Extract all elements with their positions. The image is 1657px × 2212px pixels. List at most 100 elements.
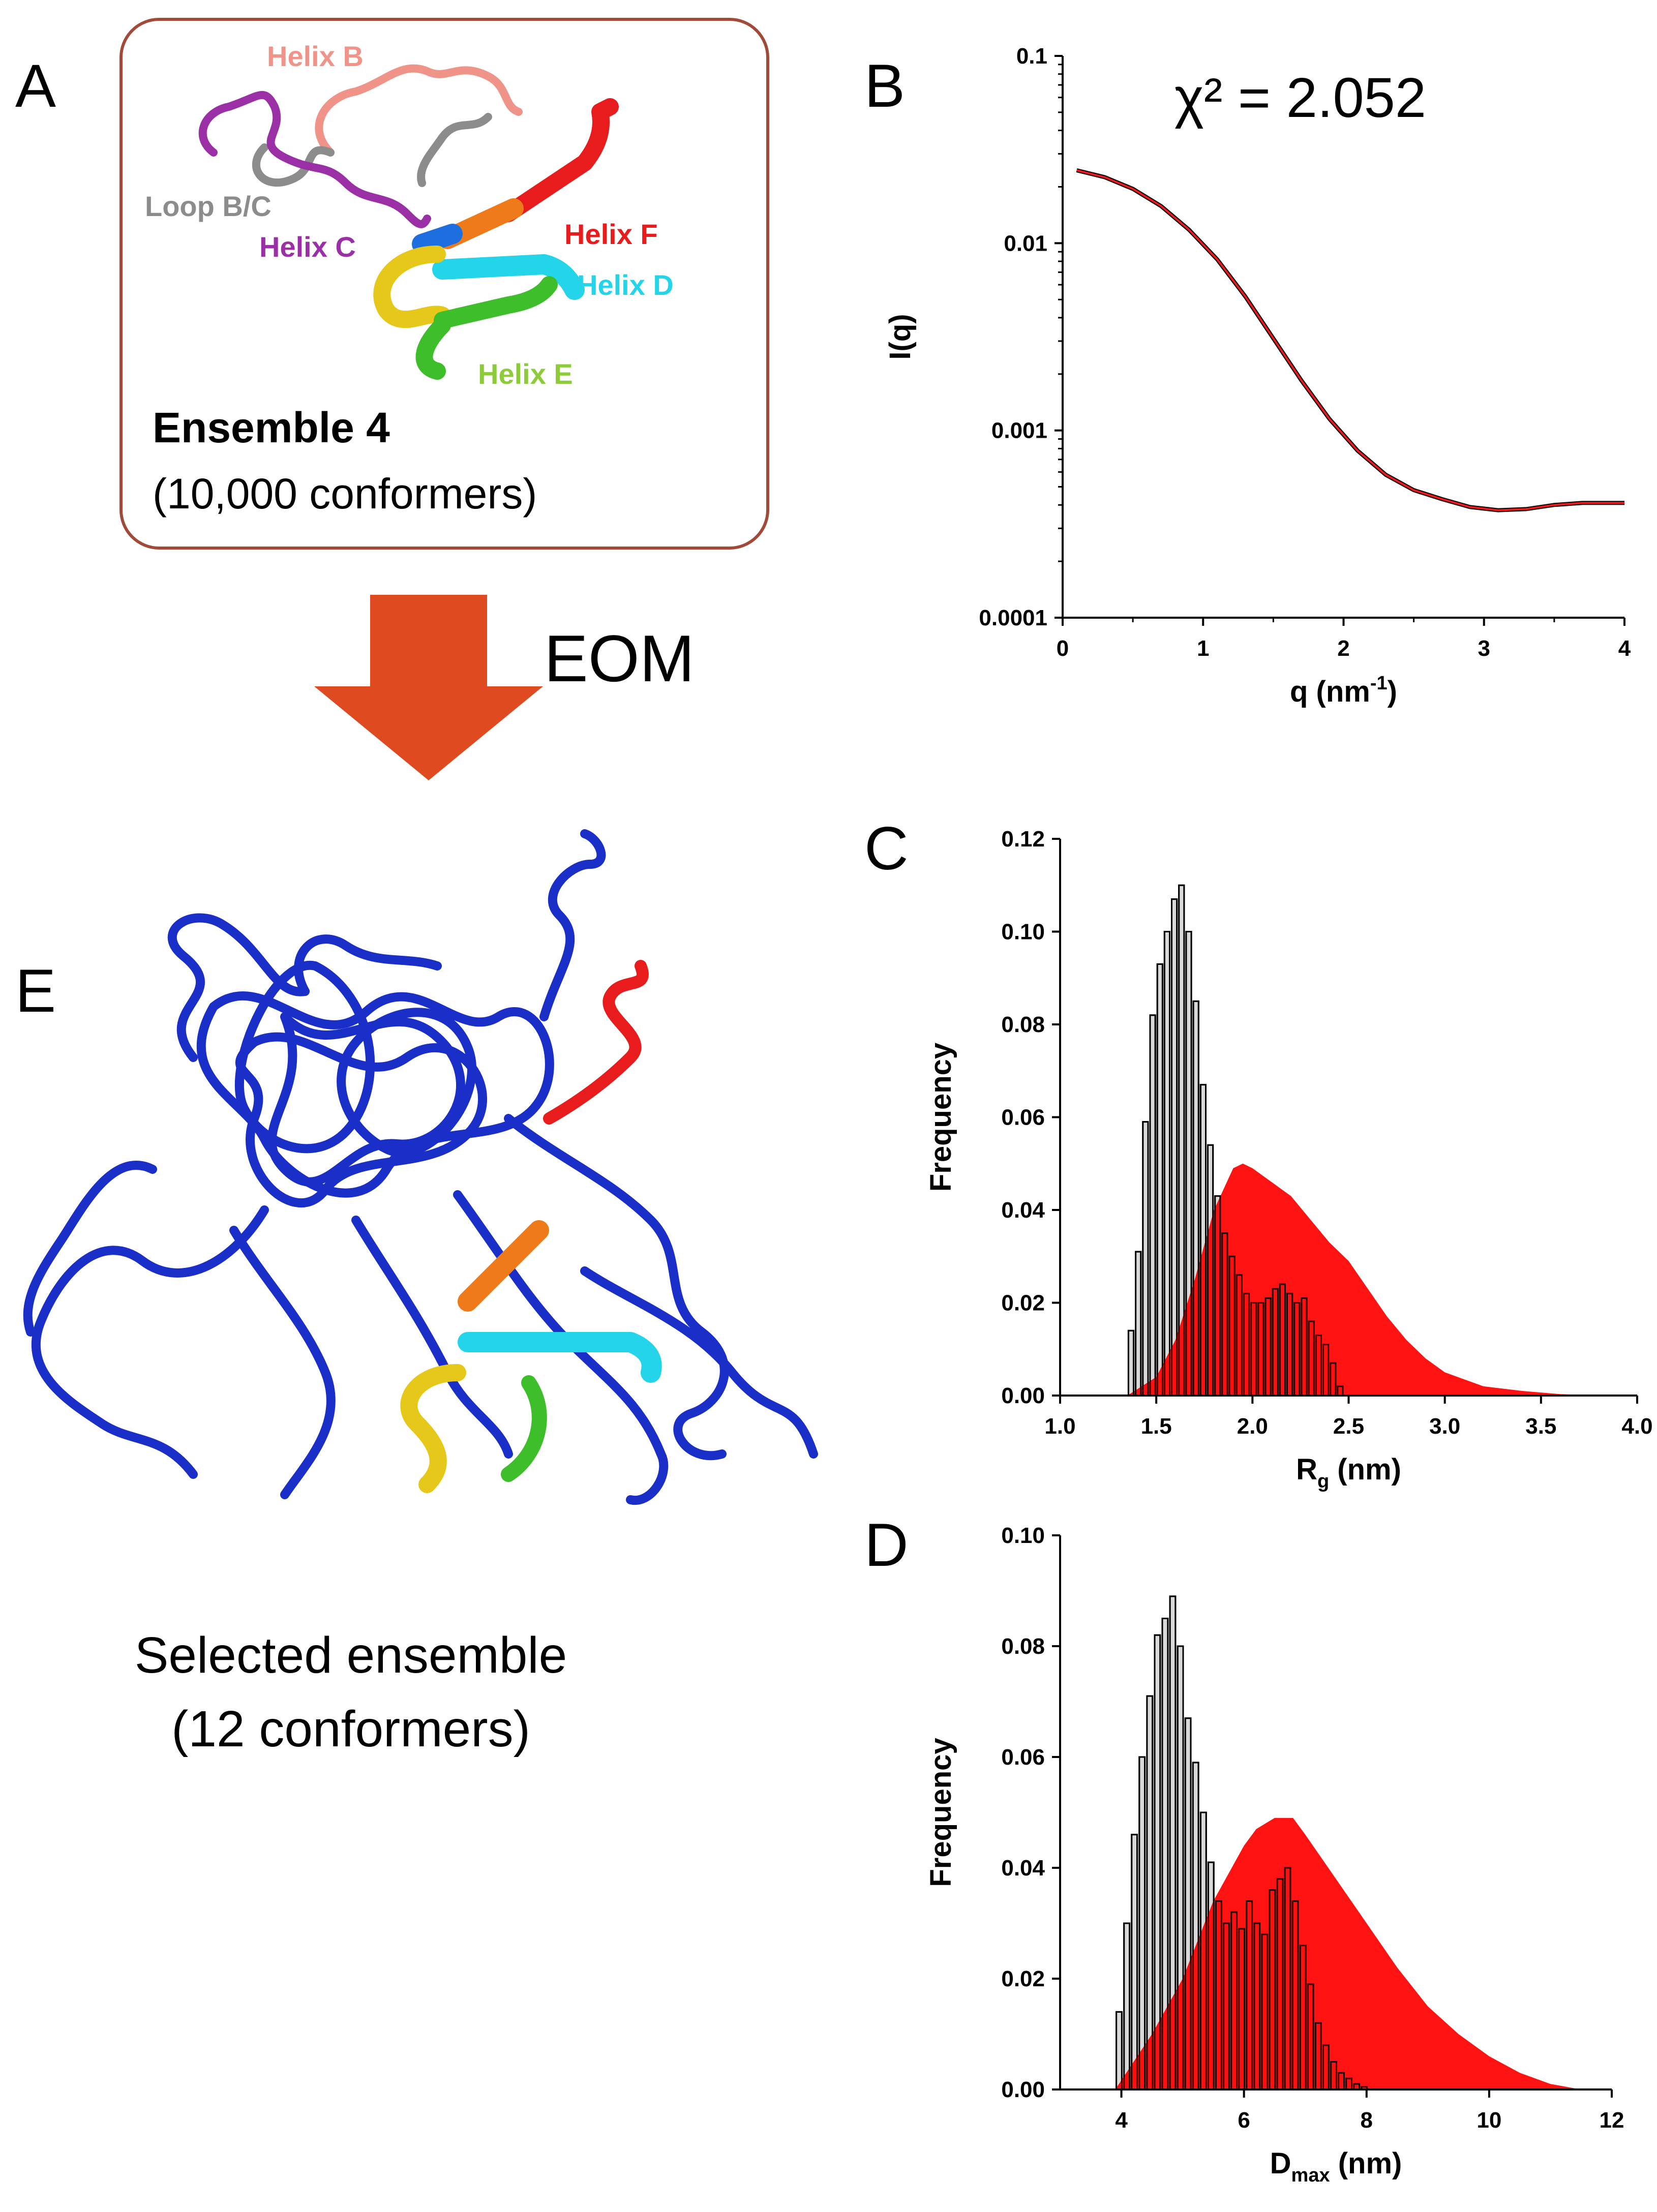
pool-distribution-area [1127, 1163, 1599, 1396]
helix-d [432, 254, 585, 300]
protein-cartoon [198, 64, 619, 380]
histogram-bar [1127, 1329, 1135, 1397]
y-tick-label: 0.06 [1001, 1745, 1045, 1770]
y-tick-label: 0.08 [1001, 1012, 1045, 1037]
y-tick-label: 0.1 [1016, 44, 1047, 69]
axis-title-part: R [1296, 1453, 1317, 1486]
y-tick-label: 0.01 [1004, 231, 1047, 256]
x-tick-label: 2 [1337, 636, 1349, 661]
x-tick-label: 4.0 [1621, 1414, 1652, 1439]
chart-b: χ² = 2.052 0 1 2 3 4 0.0001 0.001 0.01 0.1 q (nm-… [884, 44, 1631, 708]
x-tick-label: 1 [1197, 636, 1209, 661]
y-tick-label: 0.02 [1001, 1966, 1045, 1991]
x-tick-label: 0 [1057, 636, 1069, 661]
helix-b-loop [315, 64, 523, 157]
chi-squared-annotation: χ² = 2.052 [1174, 67, 1426, 129]
y-tick-label: 0.001 [991, 418, 1047, 443]
x-tick-label: 12 [1600, 2108, 1624, 2133]
x-axis-title: Dmax (nm) [1270, 2147, 1402, 2186]
x-tick-label: 10 [1477, 2108, 1501, 2133]
x-tick-label: 1.5 [1141, 1414, 1172, 1439]
loop-bc-label: Loop B/C [145, 190, 272, 222]
histogram-bar [1138, 1756, 1146, 2090]
histogram-bar [1146, 1695, 1154, 2090]
histogram-bar [1116, 2011, 1123, 2090]
x-tick-label: 3 [1478, 636, 1490, 661]
x-tick-label: 2.0 [1237, 1414, 1268, 1439]
helix-blue [412, 224, 463, 254]
axis-title-subscript: max [1291, 2165, 1330, 2186]
histogram-bar [1135, 1251, 1142, 1397]
helix-c-label: Helix C [259, 231, 356, 263]
axis-title-part: q (nm [1290, 675, 1370, 708]
axis-title-subscript: g [1317, 1471, 1329, 1492]
histogram-bar [1149, 1014, 1156, 1397]
selected-ensemble-count: (12 conformers) [171, 1701, 530, 1758]
ensemble-helix-orange [458, 1220, 549, 1312]
y-tick-label: 0.10 [1001, 1523, 1045, 1548]
y-tick-label: 0.00 [1001, 1383, 1045, 1408]
x-tick-label: 6 [1238, 2108, 1250, 2133]
panel-e [23, 829, 818, 1505]
ensemble-subtitle: (10,000 conformers) [153, 470, 537, 518]
y-tick-label: 0.06 [1001, 1105, 1045, 1130]
panel-letter-b: B [864, 52, 905, 120]
y-tick-label: 0.10 [1001, 920, 1045, 945]
loop-bc [252, 113, 492, 187]
panel-letter-a: A [15, 52, 56, 120]
axis-title-part: (nm) [1330, 2147, 1402, 2180]
axis-title-part: D [1270, 2147, 1291, 2180]
ensemble-helix-d [458, 1332, 662, 1383]
chart-d: 4 6 8 10 12 0.00 0.02 0.04 0.06 0.08 0.10 Dmax (nm)… [924, 1523, 1624, 2186]
axis-title-part: ) [1388, 675, 1397, 708]
y-tick-label: 0.12 [1001, 827, 1045, 852]
fit-curve [1076, 169, 1624, 511]
ensemble-title: Ensemble 4 [153, 404, 390, 451]
histogram-bar [1171, 898, 1178, 1397]
helix-b-label: Helix B [267, 40, 364, 72]
eom-label: EOM [544, 621, 695, 695]
y-tick-label: 0.0001 [979, 605, 1047, 630]
eom-arrow: EOM [314, 595, 695, 780]
helix-f [500, 98, 619, 222]
y-axis-title: Frequency [924, 1738, 957, 1887]
panel-letter-c: C [864, 814, 909, 883]
ensemble-box [119, 18, 769, 550]
helix-e [415, 276, 558, 380]
histogram-bar [1142, 1121, 1149, 1397]
x-tick-label: 2.5 [1333, 1414, 1364, 1439]
ensemble-helix-f [543, 960, 649, 1125]
histogram-bar [1156, 963, 1163, 1397]
y-axis-title: I(q) [884, 314, 917, 359]
y-tick-label: 0.08 [1001, 1634, 1045, 1659]
x-axis-title: q (nm-1) [1290, 673, 1397, 708]
histogram-bar [1163, 931, 1171, 1397]
ensemble-helix-e [501, 1375, 547, 1482]
helix-f-label: Helix F [564, 218, 658, 250]
axis-title-superscript: -1 [1370, 673, 1388, 694]
helix-yellow [373, 246, 451, 328]
x-tick-label: 8 [1361, 2108, 1373, 2133]
y-tick-label: 0.04 [1001, 1198, 1045, 1223]
x-tick-label: 3.0 [1429, 1414, 1460, 1439]
histogram-bar [1123, 1922, 1131, 2090]
y-tick-label: 0.00 [1001, 2077, 1045, 2102]
y-tick-label: 0.02 [1001, 1291, 1045, 1316]
experimental-curve [1076, 168, 1624, 512]
helix-c-loop [198, 90, 431, 228]
ensemble-helix-yellow [400, 1364, 466, 1493]
y-tick-label: 0.04 [1001, 1856, 1045, 1881]
x-tick-label: 1.0 [1044, 1414, 1075, 1439]
down-arrow-icon [314, 595, 543, 780]
x-tick-label: 4 [1115, 2108, 1128, 2133]
panel-a: Helix B Loop B/C Helix C Helix F Helix D… [119, 18, 769, 550]
histogram-bar [1131, 1834, 1138, 2090]
panel-letter-d: D [864, 1511, 909, 1579]
helix-d-label: Helix D [577, 269, 674, 301]
x-tick-label: 3.5 [1525, 1414, 1556, 1439]
selected-ensemble-caption: Selected ensemble [135, 1627, 567, 1684]
axis-title-part: (nm) [1329, 1453, 1401, 1486]
chart-c: 1.0 1.5 2.0 2.5 3.0 3.5 4.0 0.00 0.02 0.04 0.06 0.0… [924, 827, 1653, 1492]
x-tick-label: 4 [1618, 636, 1631, 661]
